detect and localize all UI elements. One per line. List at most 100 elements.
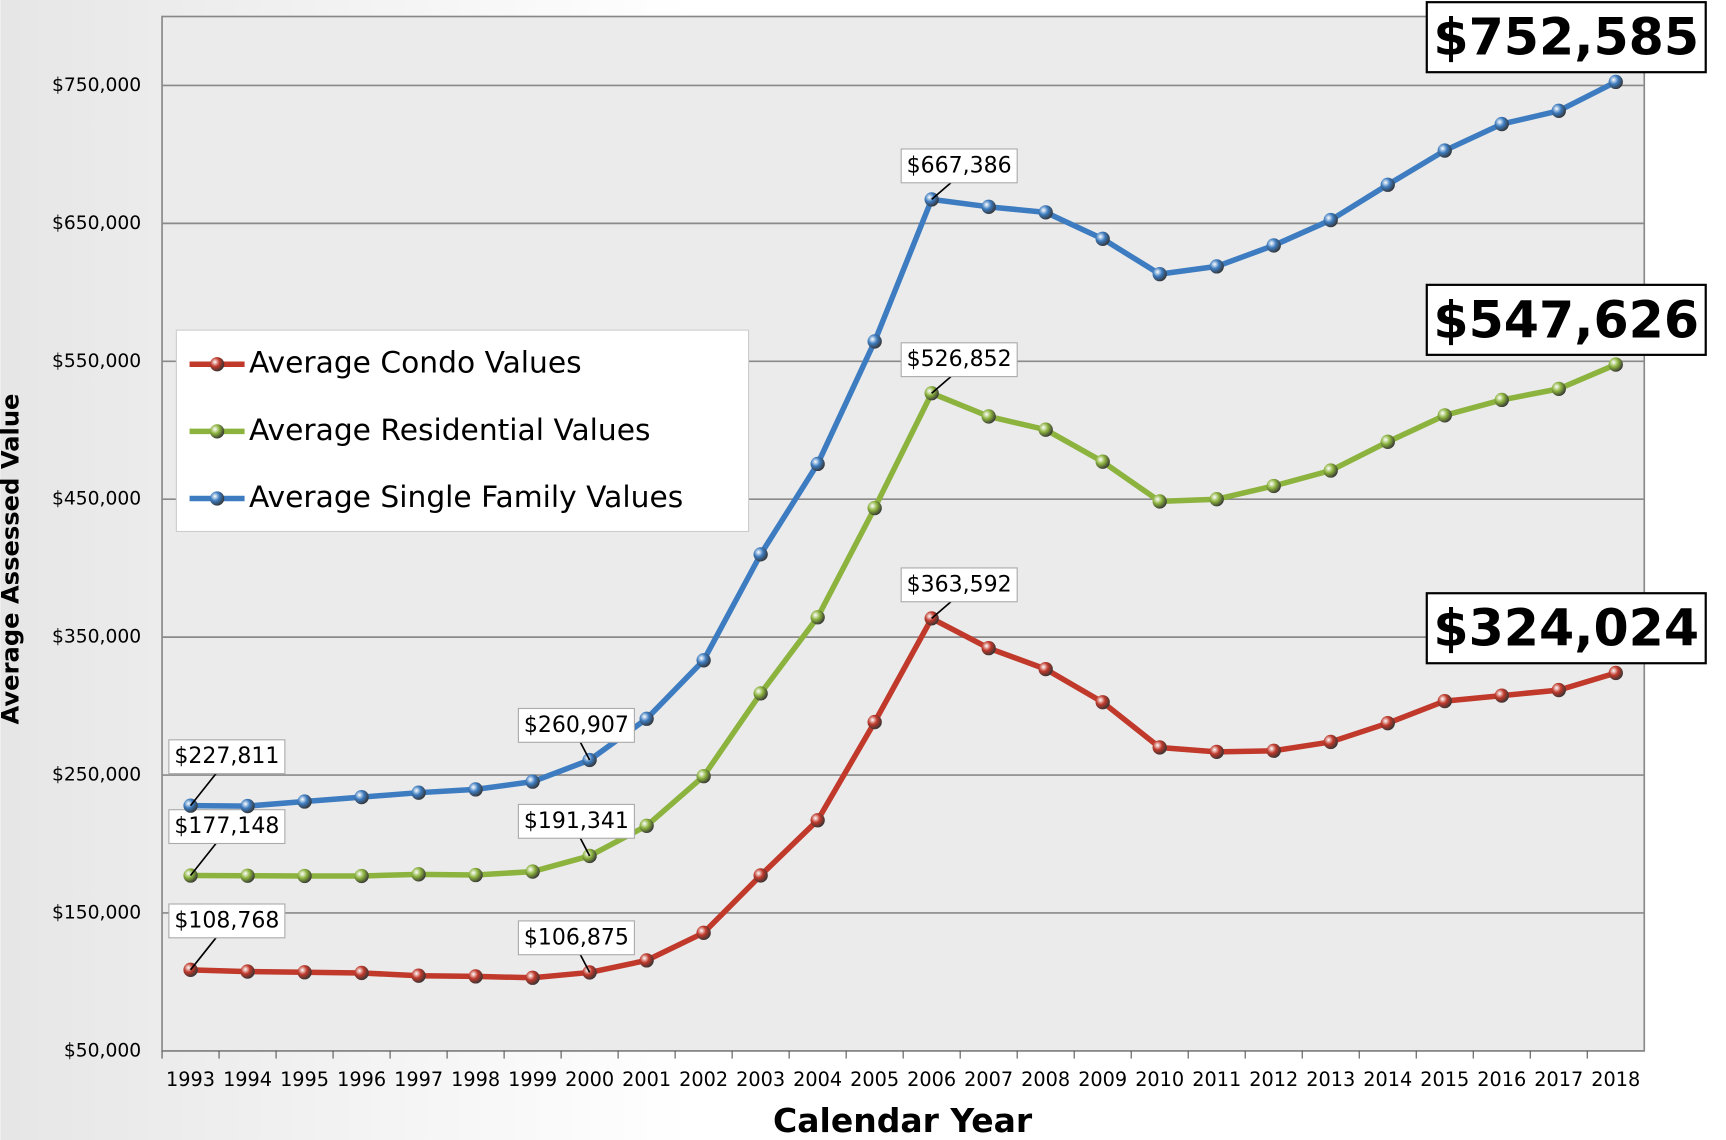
- x-tick-label: 1996: [337, 1068, 386, 1091]
- legend-marker: [209, 357, 225, 372]
- y-tick-label: $550,000: [52, 351, 141, 372]
- data-label: $752,585: [1433, 8, 1699, 67]
- point: [867, 500, 882, 516]
- data-label: $363,592: [907, 572, 1012, 597]
- data-label: $227,811: [174, 744, 279, 769]
- point: [1380, 716, 1395, 731]
- data-label-box: [517, 920, 635, 956]
- point: [1494, 688, 1509, 703]
- point: [696, 768, 711, 784]
- data-label: $191,341: [524, 809, 629, 834]
- point: [981, 409, 996, 424]
- point: [753, 868, 768, 883]
- x-tick-label: 2011: [1192, 1068, 1241, 1091]
- data-label-box: [517, 707, 635, 743]
- data-label-box: [1425, 592, 1707, 665]
- y-tick-label: $650,000: [52, 213, 141, 234]
- x-tick-label: 2017: [1534, 1068, 1583, 1091]
- data-label-box: [168, 809, 286, 845]
- data-label-box: [168, 903, 286, 939]
- point: [1380, 434, 1395, 449]
- point: [1266, 478, 1281, 494]
- x-tick-label: 2009: [1078, 1068, 1127, 1091]
- legend-label: Average Residential Values: [249, 413, 651, 448]
- x-tick-label: 2005: [850, 1068, 899, 1091]
- point: [639, 711, 654, 726]
- x-tick-label: 2010: [1135, 1068, 1184, 1091]
- point: [753, 686, 768, 701]
- point: [1209, 744, 1224, 760]
- x-tick-label: 2007: [964, 1068, 1013, 1091]
- x-tick-label: 2006: [907, 1068, 956, 1091]
- x-axis-title: Calendar Year: [773, 1101, 1033, 1140]
- point: [1608, 357, 1623, 372]
- point: [1437, 143, 1452, 158]
- point: [411, 867, 426, 882]
- x-tick-label: 2015: [1420, 1068, 1469, 1091]
- point: [1209, 259, 1224, 274]
- point: [354, 789, 369, 805]
- data-label: $324,024: [1433, 599, 1699, 658]
- x-tick-label: 1994: [223, 1068, 272, 1091]
- data-label-box: [900, 567, 1018, 603]
- point: [525, 864, 540, 879]
- y-axis-title: Average Assessed Value: [0, 394, 24, 725]
- point: [810, 610, 825, 625]
- y-tick-label: $450,000: [52, 489, 141, 510]
- point: [354, 965, 369, 981]
- x-tick-label: 2002: [679, 1068, 728, 1091]
- point: [1038, 422, 1053, 437]
- point: [297, 794, 312, 809]
- point: [1551, 682, 1566, 698]
- plot-area: [161, 15, 1646, 1052]
- point: [810, 813, 825, 828]
- point: [1437, 408, 1452, 423]
- point: [867, 714, 882, 730]
- leader-line: [931, 601, 952, 620]
- data-label: $106,875: [524, 925, 629, 950]
- point: [1152, 740, 1167, 755]
- point: [468, 867, 483, 883]
- data-label-box: [1425, 283, 1707, 356]
- point: [1380, 177, 1395, 192]
- point: [1095, 231, 1110, 246]
- point: [1494, 116, 1509, 132]
- data-label: $108,768: [174, 908, 279, 933]
- point: [1494, 392, 1509, 408]
- data-label: $667,386: [907, 153, 1012, 178]
- data-label: $260,907: [524, 713, 629, 738]
- x-tick-label: 2004: [793, 1068, 842, 1091]
- point: [297, 965, 312, 980]
- legend-label: Average Single Family Values: [249, 480, 683, 515]
- leader-line: [931, 182, 952, 201]
- leader-line: [189, 937, 217, 971]
- y-tick-label: $750,000: [52, 75, 141, 96]
- x-tick-label: 2003: [736, 1068, 785, 1091]
- point: [753, 547, 768, 562]
- legend-marker: [209, 424, 225, 439]
- x-tick-label: 1993: [166, 1068, 215, 1091]
- point: [981, 199, 996, 214]
- series-line: [190, 79, 1618, 809]
- data-label: $177,148: [174, 814, 279, 839]
- x-tick-label: 2016: [1477, 1068, 1526, 1091]
- leader-line: [931, 375, 952, 394]
- x-tick-label: 1995: [280, 1068, 329, 1091]
- legend-marker: [209, 491, 225, 506]
- point: [981, 641, 996, 656]
- point: [867, 334, 882, 349]
- point: [1323, 734, 1338, 750]
- point: [468, 782, 483, 797]
- point: [639, 818, 654, 833]
- point: [1152, 494, 1167, 509]
- x-tick-label: 2013: [1306, 1068, 1355, 1091]
- leader-line: [579, 837, 591, 857]
- x-tick-label: 2008: [1021, 1068, 1070, 1091]
- y-tick-label: $350,000: [52, 627, 141, 648]
- legend-box: [175, 329, 750, 533]
- point: [1551, 381, 1566, 397]
- point: [1266, 743, 1281, 758]
- point: [1095, 695, 1110, 710]
- point: [696, 925, 711, 940]
